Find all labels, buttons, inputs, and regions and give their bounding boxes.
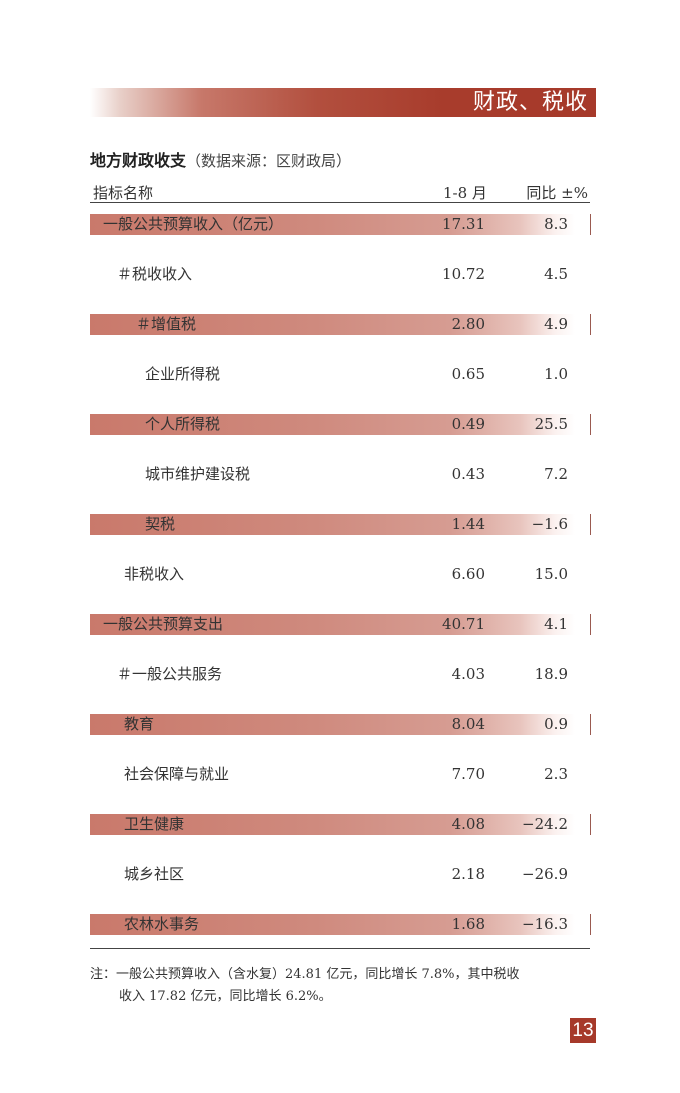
row-value: 2.18 (451, 865, 485, 883)
row-yoy: −24.2 (522, 815, 568, 833)
column-header-period: 1-8 月 (443, 184, 487, 202)
section-header-bar: 财政、税收 (90, 88, 596, 117)
row-yoy: 7.2 (544, 465, 568, 483)
row-value: 7.70 (451, 765, 485, 783)
row-name: 契税 (145, 515, 176, 533)
row-value: 2.80 (451, 315, 485, 333)
row-value: 6.60 (451, 565, 485, 583)
row-name: 卫生健康 (124, 815, 185, 833)
row-name: 城市维护建设税 (145, 465, 251, 483)
row-name: 一般公共预算收入（亿元） (103, 215, 284, 233)
table-row: 非税收入 6.60 15.0 (90, 564, 590, 585)
column-header-yoy: 同比 ±% (526, 184, 588, 202)
row-yoy: 8.3 (544, 215, 568, 233)
row-value: 0.49 (451, 415, 485, 433)
row-yoy: 0.9 (544, 715, 568, 733)
row-yoy: 25.5 (534, 415, 568, 433)
footnote: 注：一般公共预算收入（含水复）24.81 亿元，同比增长 7.8%，其中税收 收… (90, 964, 595, 1008)
row-yoy: 18.9 (534, 665, 568, 683)
row-name: 城乡社区 (124, 865, 185, 883)
table-row: 一般公共预算收入（亿元） 17.31 8.3 (90, 214, 591, 235)
row-name: ＃增值税 (136, 315, 197, 333)
header-title: 财政、税收 (472, 90, 588, 115)
row-yoy: 4.1 (544, 615, 568, 633)
table-row: ＃税收收入 10.72 4.5 (90, 264, 590, 285)
footnote-line-2: 收入 17.82 亿元，同比增长 6.2%。 (119, 989, 332, 1004)
table-row: 社会保障与就业 7.70 2.3 (90, 764, 590, 785)
row-name: 个人所得税 (145, 415, 221, 433)
row-value: 1.44 (451, 515, 485, 533)
table-row: 城乡社区 2.18 −26.9 (90, 864, 590, 885)
row-yoy: −26.9 (522, 865, 568, 883)
page-number: 13 (570, 1018, 596, 1043)
table-title: 地方财政收支（数据来源：区财政局） (90, 147, 351, 171)
row-value: 40.71 (442, 615, 485, 633)
row-value: 8.04 (451, 715, 485, 733)
bottom-rule (90, 948, 590, 949)
row-name: 农林水事务 (124, 915, 200, 933)
row-yoy: −1.6 (531, 515, 568, 533)
row-name: ＃一般公共服务 (117, 665, 223, 683)
row-name: 教育 (124, 715, 155, 733)
table-row: 一般公共预算支出 40.71 4.1 (90, 614, 591, 635)
row-yoy: 2.3 (544, 765, 568, 783)
row-yoy: 4.9 (544, 315, 568, 333)
row-name: 一般公共预算支出 (103, 615, 224, 633)
table-row: 卫生健康 4.08 −24.2 (90, 814, 591, 835)
row-name: ＃税收收入 (117, 265, 193, 283)
table-row: ＃一般公共服务 4.03 18.9 (90, 664, 590, 685)
row-yoy: 15.0 (534, 565, 568, 583)
row-value: 10.72 (442, 265, 485, 283)
row-yoy: 4.5 (544, 265, 568, 283)
table-row: 契税 1.44 −1.6 (90, 514, 591, 535)
header-rule (90, 202, 590, 203)
row-value: 4.08 (451, 815, 485, 833)
row-name: 社会保障与就业 (124, 765, 230, 783)
row-name: 企业所得税 (145, 365, 221, 383)
row-value: 1.68 (451, 915, 485, 933)
table-title-main: 地方财政收支 (90, 151, 187, 170)
row-value: 0.65 (451, 365, 485, 383)
table-header: 指标名称 1-8 月 同比 ±% (90, 182, 590, 202)
table-row: 教育 8.04 0.9 (90, 714, 591, 735)
table-row: 农林水事务 1.68 −16.3 (90, 914, 591, 935)
table-row: 城市维护建设税 0.43 7.2 (90, 464, 590, 485)
table-row: ＃增值税 2.80 4.9 (90, 314, 591, 335)
table-row: 个人所得税 0.49 25.5 (90, 414, 591, 435)
table-source: （数据来源：区财政局） (186, 152, 352, 170)
column-header-name: 指标名称 (93, 184, 154, 202)
row-value: 17.31 (442, 215, 485, 233)
row-value: 4.03 (451, 665, 485, 683)
row-yoy: 1.0 (544, 365, 568, 383)
row-name: 非税收入 (124, 565, 185, 583)
footnote-line-1: 注：一般公共预算收入（含水复）24.81 亿元，同比增长 7.8%，其中税收 (90, 967, 520, 982)
row-value: 0.43 (451, 465, 485, 483)
table-row: 企业所得税 0.65 1.0 (90, 364, 590, 385)
row-yoy: −16.3 (522, 915, 568, 933)
